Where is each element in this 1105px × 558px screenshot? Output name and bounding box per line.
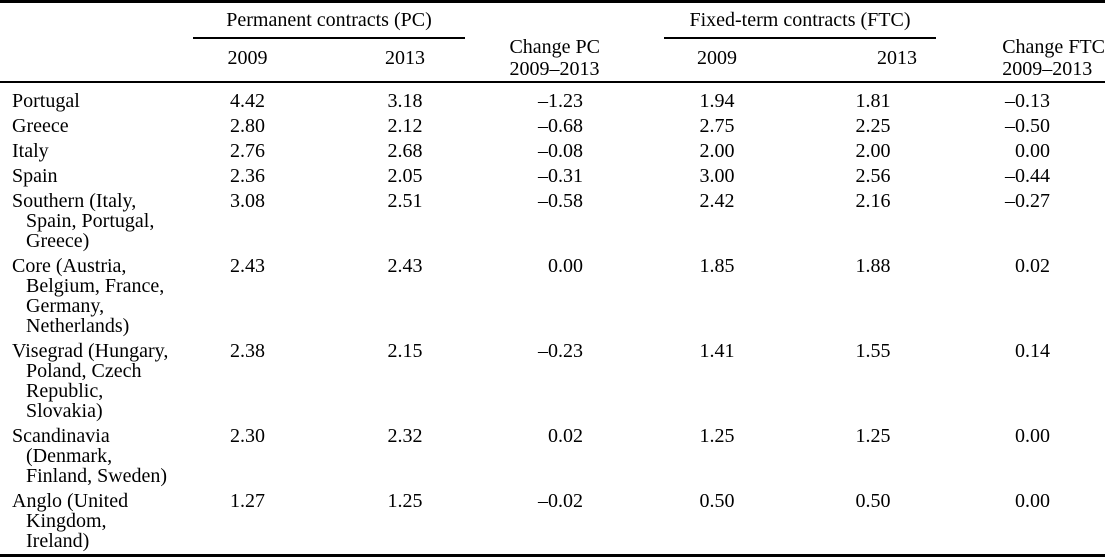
table-row-visegrad: Visegrad (Hungary, Poland, Czech Republi… [0,339,1105,424]
ftc-2013-value: 2.16 [855,190,891,212]
pc-group-title: Permanent contracts (PC) [193,9,465,39]
pc-2009-value: 2.80 [230,115,265,137]
change-pc-value: –0.02 [538,490,583,512]
table-row-italy: Italy 2.76 2.68 –0.08 2.00 2.00 0.00 [0,139,1105,164]
ftc-2013-value: 0.50 [855,490,891,512]
pc-2013-value: 2.32 [387,425,423,447]
ftc-group-title: Fixed-term contracts (FTC) [664,9,936,39]
change-ftc-value: –0.13 [1005,90,1050,112]
table-row-greece: Greece 2.80 2.12 –0.68 2.75 2.25 –0.50 [0,114,1105,139]
ftc-2009-value: 1.41 [699,340,735,362]
table-row-spain: Spain 2.36 2.05 –0.31 3.00 2.56 –0.44 [0,164,1105,189]
pc-2009-value: 2.36 [230,165,265,187]
change-pc-value: –0.08 [538,140,583,162]
ftc-2013-value: 2.00 [855,140,891,162]
pc-2013-value: 2.51 [387,190,423,212]
change-ftc-value: 0.00 [1015,490,1050,512]
change-ftc-value: 0.02 [1015,255,1050,277]
row-label: Spain [12,165,58,187]
table-row-core: Core (Austria, Belgium, France, Germany,… [0,254,1105,339]
change-ftc-value: –0.44 [1005,165,1050,187]
ftc-2009-value: 1.25 [699,425,735,447]
table-row-anglo: Anglo (United Kingdom, Ireland) 1.27 1.2… [0,489,1105,556]
row-label: Scandinavia (Denmark, Finland, Sweden) [12,425,168,487]
ftc-2009-value: 2.75 [699,115,735,137]
ftc-2009-value: 3.00 [699,165,735,187]
change-ftc-value: 0.00 [1015,425,1050,447]
table-body: Portugal 4.42 3.18 –1.23 1.94 1.81 –0.13… [0,82,1105,555]
pc-2013-value: 2.68 [387,140,423,162]
row-label: Anglo (United Kingdom, Ireland) [12,490,129,552]
pc-2013-value: 2.12 [387,115,423,137]
row-label: Southern (Italy, Spain, Portugal, Greece… [12,190,155,252]
ftc-2013-header: 2013 [877,47,917,69]
change-ftc-value: 0.00 [1015,140,1050,162]
pc-2009-value: 2.76 [230,140,265,162]
ftc-2009-header: 2009 [697,47,737,69]
pc-2009-value: 2.30 [230,425,265,447]
pc-2013-value: 1.25 [387,490,423,512]
change-pc-value: 0.00 [548,255,583,277]
change-ftc-header: Change FTC 2009–2013 [1002,36,1105,80]
change-ftc-value: –0.50 [1005,115,1050,137]
row-label: Portugal [12,90,80,112]
ftc-2013-value: 1.88 [855,255,891,277]
change-pc-value: –0.23 [538,340,583,362]
ftc-2013-value: 2.56 [855,165,891,187]
change-pc-value: 0.02 [548,425,583,447]
group-header-row: Permanent contracts (PC) Change PC 2009–… [0,2,1105,80]
table-header: Permanent contracts (PC) Change PC 2009–… [0,2,1105,82]
pc-2009-value: 1.27 [230,490,265,512]
change-ftc-header-cell: Change FTC 2009–2013 [960,2,1105,83]
pc-2013-header: 2013 [385,47,425,69]
table-row-portugal: Portugal 4.42 3.18 –1.23 1.94 1.81 –0.13 [0,82,1105,114]
row-label: Core (Austria, Belgium, France, Germany,… [12,255,165,337]
ftc-2013-value: 2.25 [855,115,891,137]
pc-2013-value: 2.15 [387,340,423,362]
pc-2009-value: 4.42 [230,90,265,112]
pc-2013-value: 3.18 [387,90,423,112]
change-ftc-value: 0.14 [1015,340,1050,362]
pc-2013-value: 2.05 [387,165,423,187]
change-pc-header-cell: Change PC 2009–2013 [500,2,600,83]
change-pc-value: –0.68 [538,115,583,137]
ftc-group-header-cell: Fixed-term contracts (FTC) [600,2,960,39]
row-label: Greece [12,115,69,137]
ftc-2013-value: 1.81 [855,90,891,112]
ftc-2009-value: 2.42 [699,190,735,212]
change-pc-value: –0.58 [538,190,583,212]
table-row-scandinavia: Scandinavia (Denmark, Finland, Sweden) 2… [0,424,1105,489]
pc-2009-value: 2.43 [230,255,265,277]
pc-2013-value: 2.43 [387,255,423,277]
ftc-2009-value: 1.85 [699,255,735,277]
row-label: Italy [12,140,49,162]
ftc-2009-value: 2.00 [699,140,735,162]
corner-cell [0,2,185,83]
pc-group-header-cell: Permanent contracts (PC) [185,2,500,39]
year-header-row: 2009 2013 2009 2013 [0,39,1105,82]
ftc-2009-value: 1.94 [699,90,735,112]
change-ftc-value: –0.27 [1005,190,1050,212]
row-label: Visegrad (Hungary, Poland, Czech Republi… [12,340,169,422]
ftc-2009-value: 0.50 [699,490,735,512]
change-pc-header: Change PC 2009–2013 [509,36,600,80]
ftc-2013-value: 1.55 [855,340,891,362]
pc-2009-header: 2009 [227,47,268,69]
change-pc-value: –1.23 [538,90,583,112]
change-pc-value: –0.31 [538,165,583,187]
pc-2009-value: 3.08 [230,190,265,212]
ftc-2013-value: 1.25 [855,425,891,447]
pc-2009-value: 2.38 [230,340,265,362]
table-row-southern: Southern (Italy, Spain, Portugal, Greece… [0,189,1105,254]
